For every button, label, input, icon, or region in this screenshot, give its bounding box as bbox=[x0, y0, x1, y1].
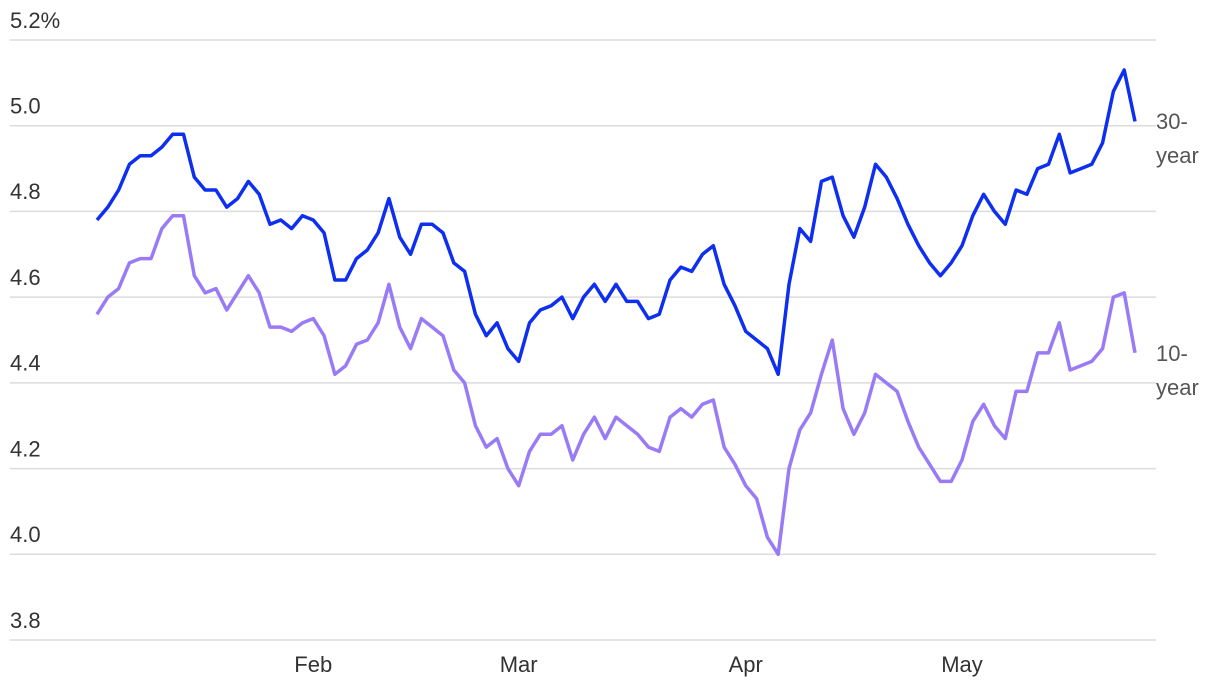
series-label: 10-year bbox=[1156, 340, 1199, 400]
y-tick-label: 5.2% bbox=[10, 8, 60, 33]
y-tick-label: 4.0 bbox=[10, 522, 41, 547]
y-tick-label: 4.8 bbox=[10, 179, 41, 204]
x-tick-label: Feb bbox=[294, 652, 332, 677]
y-tick-label: 4.2 bbox=[10, 436, 41, 461]
x-tick-label: May bbox=[941, 652, 983, 677]
y-tick-label: 3.8 bbox=[10, 608, 41, 633]
x-tick-label: Apr bbox=[729, 652, 763, 677]
x-tick-label: Mar bbox=[500, 652, 538, 677]
y-tick-label: 4.6 bbox=[10, 265, 41, 290]
y-tick-label: 5.0 bbox=[10, 94, 41, 119]
series-label: 30-year bbox=[1156, 109, 1199, 169]
series-line bbox=[95, 213, 1137, 557]
series-line bbox=[95, 68, 1137, 377]
y-tick-label: 4.4 bbox=[10, 351, 41, 376]
